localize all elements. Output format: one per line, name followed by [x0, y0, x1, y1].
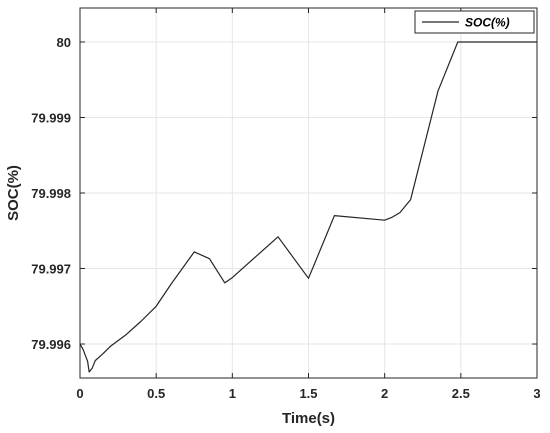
y-tick-label: 79.997: [31, 262, 71, 277]
series-group: [79, 41, 537, 373]
x-tick-label: 0.5: [147, 386, 165, 401]
x-tick-label: 1.5: [299, 386, 317, 401]
legend-box: [414, 10, 535, 34]
x-tick-label: 2: [381, 386, 388, 401]
legend: SOC(%): [414, 10, 535, 34]
x-axis-title: Time(s): [282, 410, 335, 427]
y-tick-labels: 79.996 79.997 79.998 79.999 80: [31, 35, 71, 352]
y-axis-title: SOC(%): [5, 165, 22, 221]
x-tick-label: 1: [229, 386, 236, 401]
x-tick-label: 3: [533, 386, 540, 401]
y-tick-label: 80: [57, 35, 71, 50]
legend-label: SOC(%): [465, 16, 510, 30]
x-tick-label: 2.5: [452, 386, 470, 401]
series-line-soc: [79, 41, 537, 373]
y-tick-label: 79.996: [31, 337, 71, 352]
tick-marks: [79, 8, 538, 378]
x-tick-labels: 0 0.5 1 1.5 2 2.5 3: [76, 386, 540, 401]
y-tick-label: 79.998: [31, 186, 71, 201]
y-tick-label: 79.999: [31, 110, 71, 125]
x-tick-label: 0: [76, 386, 83, 401]
